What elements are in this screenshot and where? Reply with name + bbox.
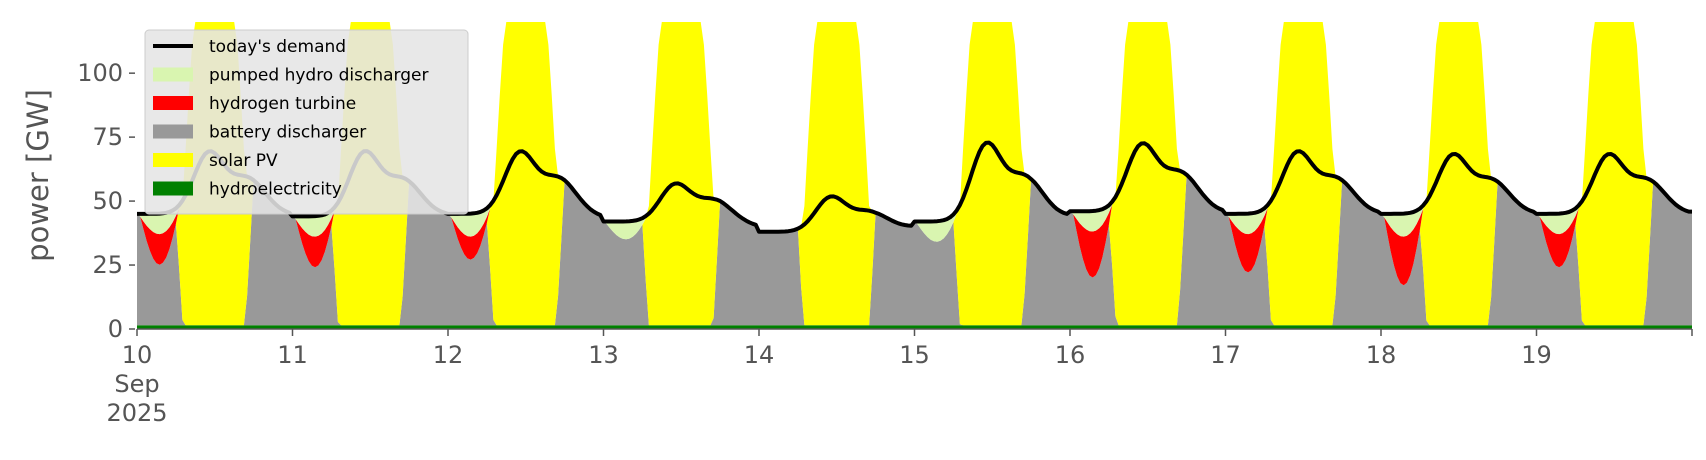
x-tick-year: 2025: [106, 399, 167, 427]
legend: today's demand pumped hydro discharger hyd…: [144, 29, 469, 215]
legend-label-pumped-hydro-discharger: pumped hydro discharger: [209, 66, 428, 86]
area-solar-pv: [137, 22, 1692, 326]
legend-box: [144, 29, 469, 215]
legend-swatch-hydrogen-turbine: [153, 96, 193, 110]
y-axis-title: power [GW]: [21, 89, 55, 262]
x-tick-label: 10: [122, 341, 153, 369]
y-tick-label: 0: [108, 315, 123, 343]
x-tick-label: 11: [277, 341, 308, 369]
y-tick-label: 25: [92, 251, 123, 279]
legend-swatch-battery-discharger: [153, 124, 193, 139]
legend-swatch-hydroelectricity: [153, 181, 193, 196]
y-tick-label: 50: [92, 187, 123, 215]
y-tick-label: 100: [77, 59, 123, 87]
legend-label-hydroelectricity: hydroelectricity: [209, 180, 342, 200]
x-tick-label: 13: [588, 341, 619, 369]
x-tick-label: 17: [1210, 341, 1241, 369]
legend-label-battery-discharger: battery discharger: [209, 123, 366, 143]
stacked-area-group: [137, 22, 1692, 329]
x-tick-label: 18: [1366, 341, 1397, 369]
area-hydroelectricity: [137, 325, 1692, 329]
legend-label-today-s-demand: today's demand: [209, 37, 346, 57]
area-battery-discharger: [137, 174, 1692, 326]
x-tick-month: Sep: [114, 370, 159, 398]
x-tick-label: 12: [433, 341, 464, 369]
y-tick-label: 75: [92, 123, 123, 151]
x-tick-label: 15: [899, 341, 930, 369]
x-tick-label: 19: [1521, 341, 1552, 369]
legend-label-solar-pv: solar PV: [209, 151, 278, 171]
legend-swatch-pumped-hydro-discharger: [153, 67, 193, 82]
x-tick-label: 16: [1055, 341, 1086, 369]
x-tick-label: 14: [744, 341, 775, 369]
legend-swatch-solar-pv: [153, 153, 193, 167]
legend-label-hydrogen-turbine: hydrogen turbine: [209, 94, 356, 114]
